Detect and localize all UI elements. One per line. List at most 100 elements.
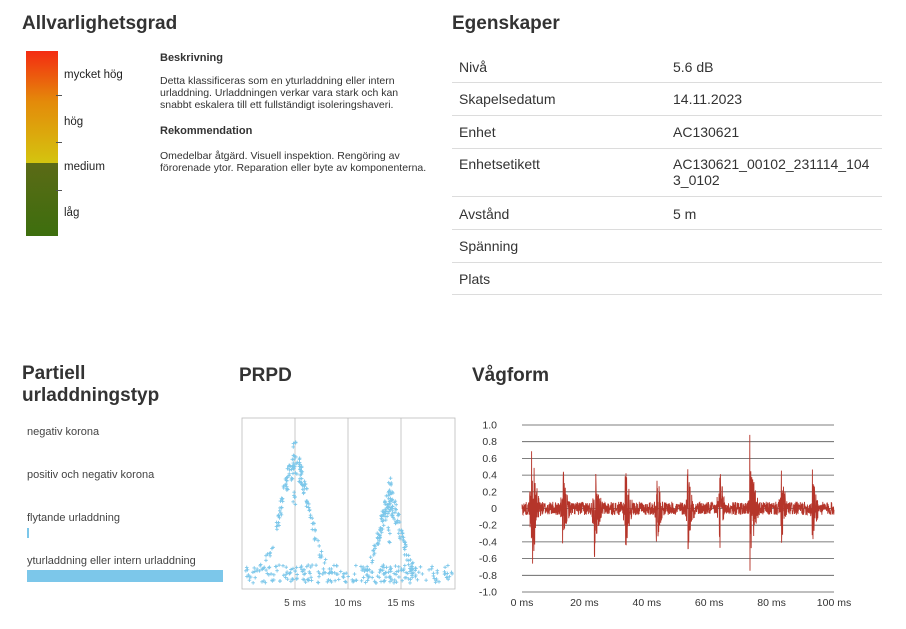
prpd-point	[381, 523, 386, 528]
table-row: Spänning	[452, 230, 882, 263]
prpd-point	[402, 539, 406, 543]
prpd-point	[267, 572, 271, 577]
prpd-point	[394, 502, 398, 507]
prpd-point	[300, 487, 305, 492]
prpd-point	[272, 578, 276, 582]
property-key: Plats	[459, 271, 491, 287]
prpd-point	[314, 563, 318, 567]
prpd-point	[260, 580, 264, 584]
prpd-point	[293, 440, 298, 445]
waveform-y-tick: -0.4	[479, 536, 497, 548]
prpd-point	[408, 569, 412, 574]
pd-type-title: Partiell urladdningstyp	[22, 363, 160, 406]
prpd-point	[299, 472, 304, 476]
prpd-point	[307, 502, 311, 506]
prpd-point	[305, 577, 310, 582]
prpd-point	[327, 567, 332, 571]
prpd-point	[292, 463, 297, 467]
prpd-point	[289, 579, 293, 584]
waveform-y-tick: 0.8	[482, 436, 497, 448]
prpd-point	[384, 509, 388, 513]
prpd-point	[406, 558, 411, 563]
prpd-point	[287, 463, 291, 468]
prpd-point	[277, 563, 281, 567]
prpd-point	[432, 576, 437, 581]
prpd-point	[380, 527, 385, 531]
prpd-point	[287, 472, 292, 476]
prpd-point	[275, 527, 279, 532]
prpd-point	[293, 569, 297, 574]
prpd-point	[304, 504, 309, 509]
prpd-point	[316, 538, 320, 543]
prpd-point	[375, 574, 380, 579]
prpd-point	[379, 530, 384, 535]
prpd-point	[285, 577, 290, 581]
prpd-point	[372, 551, 377, 555]
prpd-point	[255, 567, 259, 571]
prpd-point	[279, 505, 284, 510]
prpd-point	[396, 531, 401, 536]
prpd-point	[316, 580, 320, 585]
prpd-point	[252, 566, 257, 570]
property-key: Avstånd	[459, 206, 510, 222]
waveform-y-tick: 0	[491, 503, 497, 515]
prpd-point	[449, 570, 454, 575]
prpd-point	[360, 568, 364, 572]
description-title: Beskrivning	[160, 52, 223, 64]
prpd-point	[381, 572, 386, 576]
prpd-point	[411, 560, 415, 565]
prpd-point	[404, 575, 408, 580]
table-row: Enhet AC130621	[452, 116, 882, 149]
prpd-point	[380, 518, 384, 522]
pd-type-label: flytande urladdning	[27, 512, 120, 524]
prpd-point	[267, 565, 272, 570]
prpd-point	[302, 479, 307, 484]
prpd-point	[319, 553, 324, 557]
prpd-point	[313, 537, 318, 541]
prpd-point	[403, 563, 407, 568]
prpd-point	[420, 572, 425, 576]
pd-type-bars	[27, 528, 223, 582]
prpd-point	[393, 564, 398, 568]
prpd-point	[388, 476, 393, 480]
table-row: Skapelsedatum 14.11.2023	[452, 83, 882, 116]
prpd-point	[406, 577, 411, 581]
waveform-x-tick: 0 ms	[511, 597, 534, 609]
prpd-point	[308, 513, 313, 517]
prpd-point	[303, 571, 307, 576]
prpd-point	[334, 563, 339, 568]
prpd-point	[389, 505, 393, 510]
property-key: Spänning	[459, 238, 519, 254]
waveform-y-tick: 0.6	[482, 453, 497, 465]
prpd-point	[276, 514, 281, 518]
table-row: Nivå 5.6 dB	[452, 51, 882, 83]
table-row: Plats	[452, 263, 882, 295]
prpd-point	[300, 567, 304, 572]
prpd-point	[306, 505, 311, 510]
prpd-point	[399, 529, 404, 533]
prpd-point	[402, 545, 406, 550]
prpd-point	[404, 570, 408, 575]
prpd-point	[338, 569, 343, 574]
prpd-point	[277, 516, 282, 520]
prpd-point	[370, 570, 375, 575]
waveform-y-tick: -0.2	[479, 520, 497, 532]
prpd-title: PRPD	[239, 365, 292, 386]
prpd-point	[319, 549, 324, 554]
prpd-point	[298, 462, 302, 467]
prpd-point	[289, 476, 294, 480]
waveform-y-tick: -0.8	[479, 570, 497, 582]
prpd-point	[281, 563, 285, 568]
prpd-point	[251, 570, 255, 575]
prpd-point	[381, 511, 386, 515]
prpd-point	[267, 551, 272, 556]
property-value: 14.11.2023	[673, 91, 743, 107]
prpd-x-tick: 5 ms	[284, 598, 306, 609]
prpd-point	[377, 538, 381, 543]
prpd-point	[435, 571, 440, 575]
prpd-point	[375, 531, 380, 536]
waveform-x-tick: 60 ms	[695, 597, 724, 609]
prpd-point	[383, 502, 387, 506]
prpd-point	[305, 486, 309, 491]
prpd-point	[366, 576, 371, 580]
